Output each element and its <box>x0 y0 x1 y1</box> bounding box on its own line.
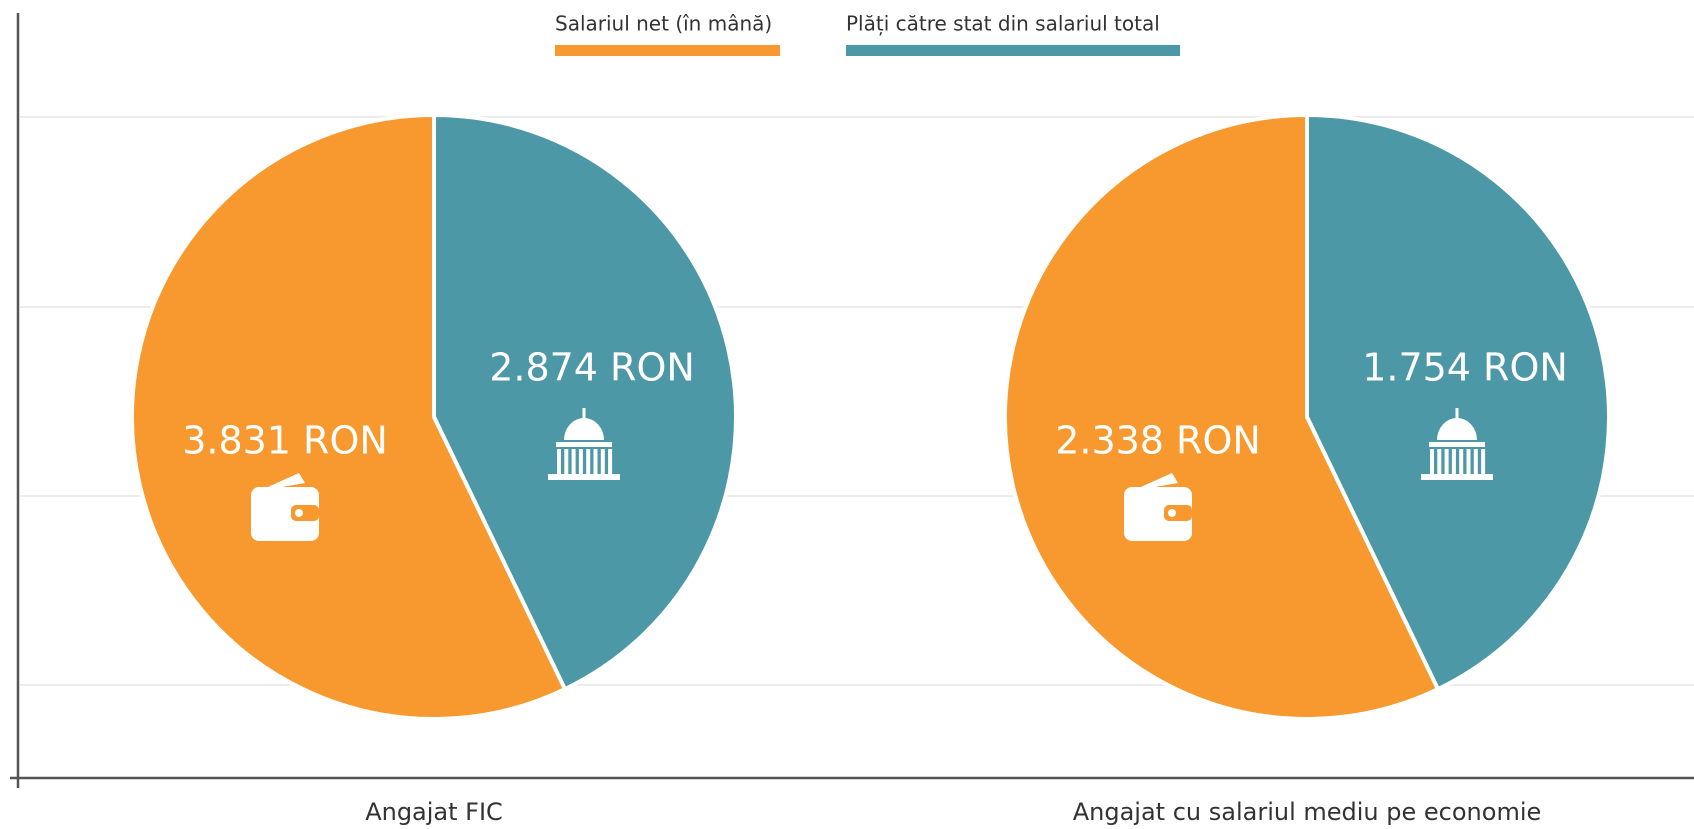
wallet-icon <box>251 473 319 541</box>
data-label: 2.338 RON <box>1055 419 1261 463</box>
pie-slice <box>1003 113 1440 721</box>
capitol-icon <box>548 408 620 480</box>
icon-part <box>564 449 569 475</box>
category-label: Angajat cu salariul mediu pe economie <box>1073 798 1542 826</box>
category-label: Angajat FIC <box>365 798 503 826</box>
data-label: 3.831 RON <box>182 419 388 463</box>
icon-part <box>1132 473 1178 491</box>
icon-part <box>1455 408 1459 418</box>
icon-part <box>556 442 612 447</box>
icon-part <box>1481 449 1486 475</box>
pie-slice <box>130 113 567 721</box>
icon-part <box>608 449 613 475</box>
icon-part <box>1430 449 1434 475</box>
legend-swatch <box>846 45 1180 56</box>
icon-part <box>1429 442 1485 447</box>
capitol-icon <box>1421 408 1493 480</box>
icon-part <box>564 418 604 440</box>
icon-part <box>1421 474 1493 480</box>
icon-part <box>1466 449 1471 475</box>
pie-slice <box>1305 113 1611 692</box>
icon-part <box>1124 487 1192 541</box>
icon-part <box>291 505 319 521</box>
wallet-icon <box>1124 473 1192 541</box>
legend-swatch <box>555 45 780 56</box>
legend-label: Salariul net (în mână) <box>555 12 772 36</box>
pie-slice <box>432 113 738 692</box>
icon-part <box>259 473 305 491</box>
icon-part <box>1437 418 1477 440</box>
icon-part <box>1437 449 1442 475</box>
icon-part <box>1451 449 1456 475</box>
icon-part <box>571 449 576 475</box>
icon-part <box>251 487 319 541</box>
icon-part <box>578 449 583 475</box>
legend-label: Plăți către stat din salariul total <box>846 12 1160 36</box>
icon-part <box>600 449 605 475</box>
icon-part <box>1168 509 1176 517</box>
data-label: 1.754 RON <box>1362 346 1568 390</box>
icon-part <box>1473 449 1478 475</box>
icon-part <box>548 474 620 480</box>
icon-part <box>582 408 586 418</box>
icon-part <box>1164 505 1192 521</box>
icon-part <box>593 449 598 475</box>
data-label: 2.874 RON <box>489 346 695 390</box>
icon-part <box>586 449 591 475</box>
icon-part <box>295 509 303 517</box>
icon-part <box>1459 449 1464 475</box>
icon-part <box>557 449 561 475</box>
icon-part <box>1444 449 1449 475</box>
